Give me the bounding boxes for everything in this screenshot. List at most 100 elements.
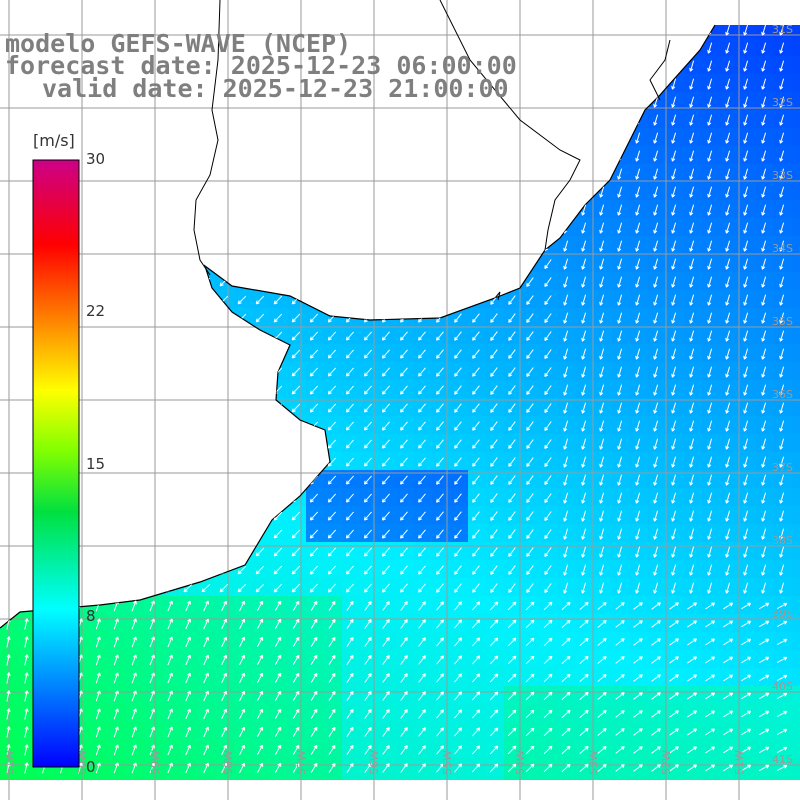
wind-arrow xyxy=(21,548,31,556)
wind-arrow xyxy=(615,638,625,646)
wind-arrow xyxy=(418,349,426,359)
wind-arrow xyxy=(201,565,211,575)
speed-cell xyxy=(198,344,217,363)
wind-arrow xyxy=(508,187,516,197)
wind-arrow xyxy=(418,511,426,521)
wind-arrow xyxy=(653,204,659,216)
speed-cell xyxy=(198,506,217,525)
wind-arrow xyxy=(544,529,552,539)
wind-arrow xyxy=(327,277,337,287)
wind-arrow xyxy=(328,636,336,647)
wind-arrow xyxy=(741,764,752,772)
speed-cell xyxy=(792,416,800,435)
speed-cell xyxy=(774,182,793,201)
longitude-label: 61W xyxy=(3,750,16,775)
speed-cell xyxy=(360,200,379,219)
speed-cell xyxy=(702,398,721,417)
speed-cell xyxy=(198,416,217,435)
speed-cell xyxy=(792,542,800,561)
speed-cell xyxy=(252,362,271,381)
speed-cell xyxy=(612,56,631,75)
speed-cell xyxy=(432,596,451,615)
wind-arrow xyxy=(707,456,713,468)
wind-arrow xyxy=(400,349,408,359)
speed-cell xyxy=(792,722,800,741)
speed-cell xyxy=(774,776,793,780)
speed-cell xyxy=(396,776,415,780)
speed-cell xyxy=(324,506,343,525)
wind-arrow xyxy=(581,582,587,594)
speed-cell xyxy=(252,146,271,165)
wind-arrow xyxy=(581,330,587,342)
speed-cell xyxy=(162,704,181,723)
speed-cell xyxy=(576,776,595,780)
wind-arrow xyxy=(563,492,569,504)
wind-arrow xyxy=(544,97,552,107)
speed-cell xyxy=(288,236,307,255)
longitude-label: 56W xyxy=(368,750,381,775)
wind-arrow xyxy=(256,654,264,666)
wind-arrow xyxy=(149,690,155,702)
wind-arrow xyxy=(363,421,372,431)
speed-cell xyxy=(306,416,325,435)
wind-arrow xyxy=(779,546,785,558)
speed-cell xyxy=(90,632,109,651)
wind-arrow xyxy=(671,564,677,576)
wind-arrow xyxy=(725,114,731,126)
wind-arrow xyxy=(274,726,282,738)
wind-arrow xyxy=(707,276,713,288)
wind-arrow xyxy=(328,690,336,701)
speed-cell xyxy=(108,452,127,471)
speed-cell xyxy=(180,290,199,309)
wind-arrow xyxy=(508,349,516,359)
speed-cell xyxy=(486,236,505,255)
wind-arrow xyxy=(183,547,193,557)
speed-cell xyxy=(360,686,379,705)
wind-arrow xyxy=(327,259,337,269)
wind-arrow xyxy=(472,457,480,467)
wind-arrow xyxy=(743,25,749,36)
wind-arrow xyxy=(203,618,209,630)
wind-arrow xyxy=(382,763,390,773)
speed-cell xyxy=(558,632,577,651)
wind-arrow xyxy=(256,636,264,648)
wind-arrow xyxy=(758,620,770,628)
speed-cell xyxy=(414,452,433,471)
wind-arrow xyxy=(723,764,734,772)
wind-arrow xyxy=(273,403,283,413)
wind-arrow xyxy=(93,134,103,143)
speed-cell xyxy=(126,272,145,291)
wind-arrow xyxy=(255,421,265,431)
speed-cell xyxy=(324,236,343,255)
wind-arrow xyxy=(526,313,534,323)
speed-cell xyxy=(270,128,289,147)
wind-arrow xyxy=(346,600,354,611)
wind-arrow xyxy=(617,528,623,540)
speed-cell xyxy=(576,758,595,777)
wind-arrow xyxy=(221,636,228,648)
wind-arrow xyxy=(635,420,641,432)
speed-cell xyxy=(774,416,793,435)
wind-arrow xyxy=(131,690,137,702)
latitude-label: 38S xyxy=(772,534,793,547)
wind-arrow xyxy=(653,564,659,576)
speed-cell xyxy=(666,308,685,327)
wind-arrow xyxy=(418,439,426,449)
speed-cell xyxy=(432,164,451,183)
speed-cell xyxy=(396,272,415,291)
wind-arrow xyxy=(256,618,264,630)
speed-cell xyxy=(216,416,235,435)
speed-cell xyxy=(756,452,775,471)
wind-arrow xyxy=(129,205,139,215)
wind-arrow xyxy=(183,187,193,197)
speed-cell xyxy=(378,704,397,723)
speed-cell xyxy=(522,182,541,201)
speed-cell xyxy=(684,308,703,327)
speed-cell xyxy=(648,25,667,39)
wind-arrow xyxy=(687,638,698,646)
speed-cell xyxy=(324,524,343,543)
wind-arrow xyxy=(436,295,444,305)
speed-cell xyxy=(612,38,631,57)
speed-cell xyxy=(108,308,127,327)
wind-arrow xyxy=(201,583,211,593)
